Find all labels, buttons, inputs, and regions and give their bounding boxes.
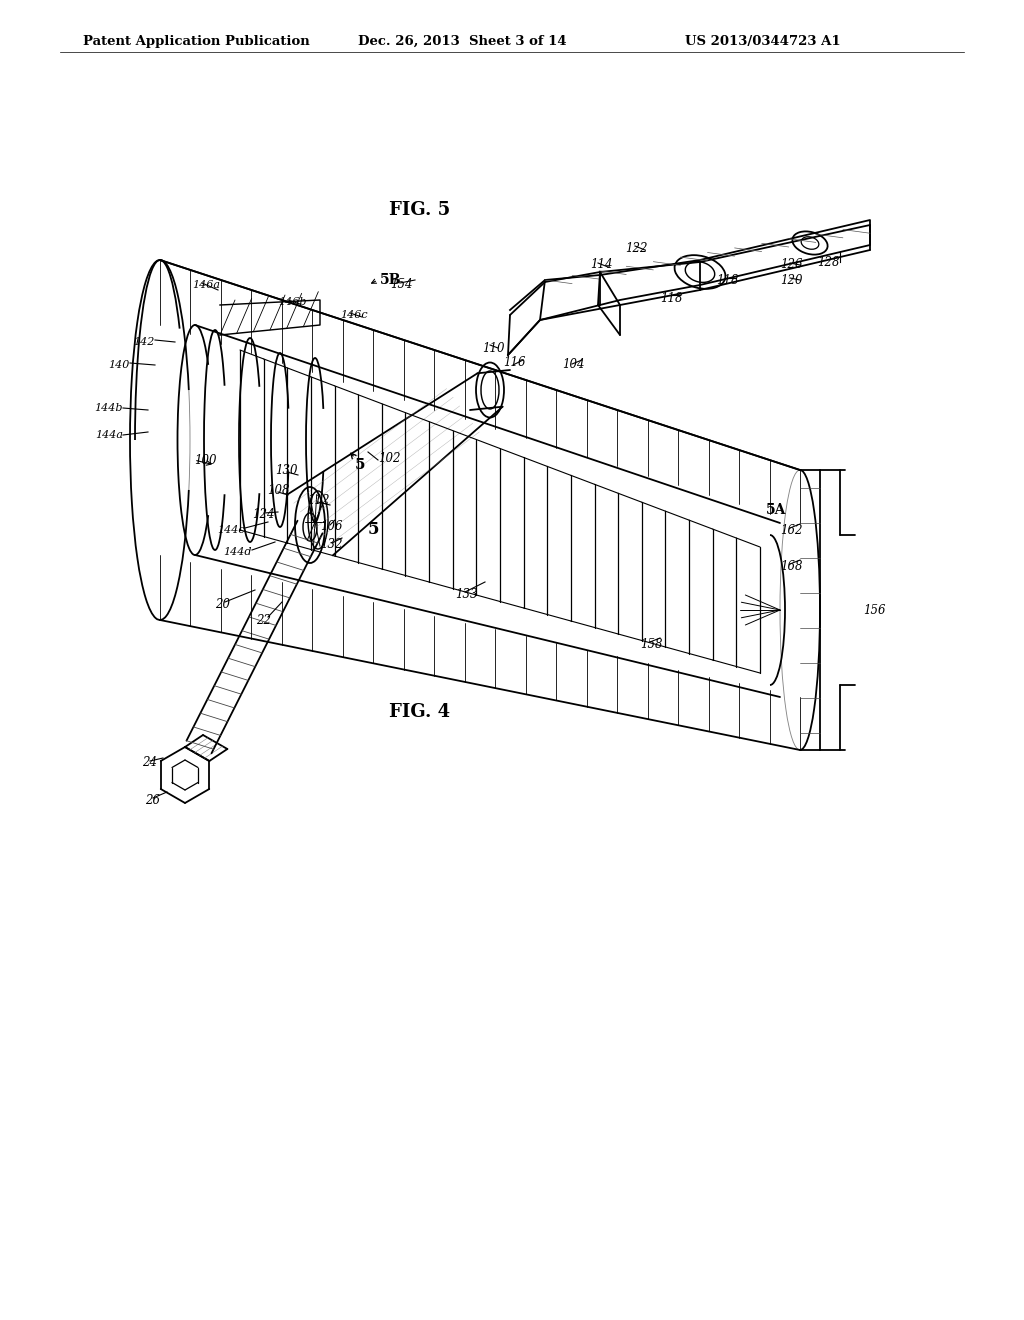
Text: 24: 24 [142, 756, 157, 770]
Text: 20: 20 [215, 598, 230, 611]
Text: FIG. 4: FIG. 4 [389, 704, 451, 721]
Text: 100: 100 [194, 454, 216, 466]
Text: 133: 133 [455, 587, 477, 601]
Text: 130: 130 [275, 463, 298, 477]
Text: 5B: 5B [380, 273, 401, 286]
Text: FIG. 5: FIG. 5 [389, 201, 451, 219]
Text: 144c: 144c [217, 525, 245, 535]
Text: 102: 102 [378, 451, 400, 465]
Text: 5: 5 [354, 458, 366, 473]
Text: 110: 110 [482, 342, 505, 355]
Text: 146b: 146b [278, 297, 306, 308]
Text: 114: 114 [590, 259, 612, 272]
Text: 124: 124 [252, 508, 274, 521]
Text: 26: 26 [145, 793, 160, 807]
Text: 116: 116 [503, 355, 525, 368]
Text: 154: 154 [390, 279, 413, 292]
Text: 106: 106 [319, 520, 342, 533]
Text: 128: 128 [817, 256, 840, 268]
Text: 142: 142 [133, 337, 155, 347]
Text: 104: 104 [562, 359, 585, 371]
Text: US 2013/0344723 A1: US 2013/0344723 A1 [685, 36, 841, 48]
Text: 112: 112 [307, 494, 330, 507]
Text: 5A: 5A [766, 503, 786, 517]
Text: 118: 118 [660, 292, 683, 305]
Text: 108: 108 [267, 483, 290, 496]
Text: 144d: 144d [223, 546, 252, 557]
Text: 120: 120 [780, 273, 803, 286]
Text: 156: 156 [863, 603, 886, 616]
Text: 158: 158 [640, 638, 663, 651]
Text: 118: 118 [716, 273, 738, 286]
Text: 146c: 146c [340, 310, 368, 319]
Text: Dec. 26, 2013  Sheet 3 of 14: Dec. 26, 2013 Sheet 3 of 14 [358, 36, 566, 48]
Text: 144a: 144a [95, 430, 123, 440]
Text: 126: 126 [780, 259, 803, 272]
Text: 5: 5 [368, 521, 379, 539]
Text: 146a: 146a [193, 280, 220, 290]
Text: 168: 168 [780, 560, 803, 573]
Text: 22: 22 [256, 614, 271, 627]
Text: 122: 122 [625, 242, 647, 255]
Text: 144b: 144b [94, 403, 123, 413]
Text: 162: 162 [780, 524, 803, 536]
Text: 132: 132 [319, 539, 342, 552]
Text: 140: 140 [109, 360, 130, 370]
Text: Patent Application Publication: Patent Application Publication [83, 36, 309, 48]
